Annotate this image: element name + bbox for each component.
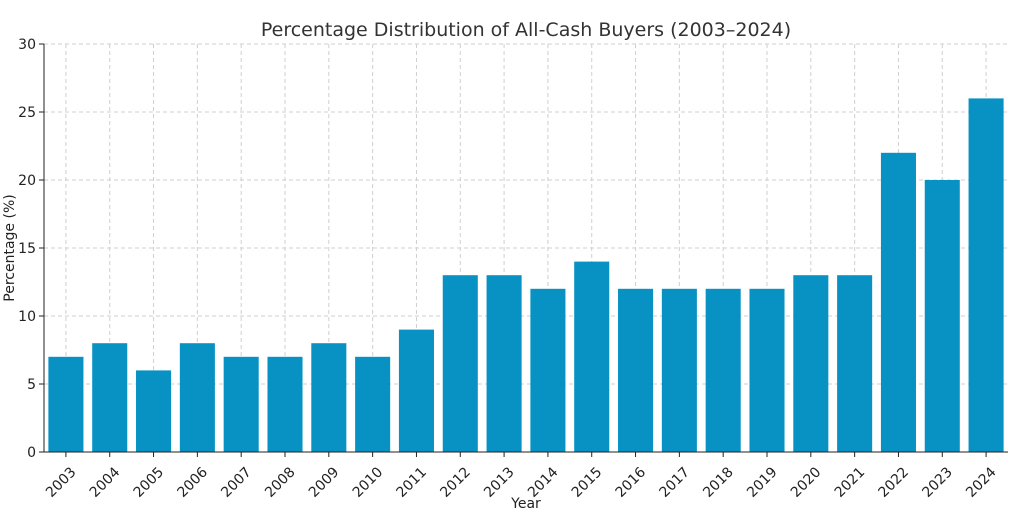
y-tick-label: 20	[18, 173, 36, 189]
x-tick-label: 2023	[919, 464, 956, 501]
bar-2013	[486, 275, 522, 452]
bar-2003	[48, 356, 84, 452]
y-tick-label: 30	[18, 37, 36, 53]
x-tick-label: 2011	[394, 464, 431, 501]
bar-2009	[311, 343, 347, 452]
bar-2021	[837, 275, 873, 452]
x-tick-label: 2010	[350, 464, 387, 501]
x-tick-label: 2021	[832, 464, 869, 501]
bar-2017	[661, 288, 697, 452]
y-tick-label: 0	[27, 445, 36, 461]
bar-2014	[530, 288, 566, 452]
bar-2022	[880, 152, 916, 453]
x-tick-label: 2017	[656, 464, 693, 501]
x-tick-label: 2022	[876, 464, 913, 501]
x-tick-label: 2020	[788, 464, 825, 501]
y-axis-label: Percentage (%)	[2, 194, 18, 301]
x-axis-label: Year	[510, 496, 541, 512]
bars	[48, 98, 1004, 453]
y-ticks: 0 5 10 15 20 25 30	[18, 37, 44, 461]
x-tick-label: 2018	[700, 464, 737, 501]
x-tick-label: 2016	[613, 464, 650, 501]
bar-2012	[442, 275, 478, 452]
x-ticks: 2003 2004 2005 2006 2007 2008 2009 2010 2011 2012…	[43, 452, 1000, 501]
x-tick-label: 2009	[306, 464, 343, 501]
bar-2019	[749, 288, 785, 452]
bar-2018	[705, 288, 741, 452]
bar-2007	[223, 356, 259, 452]
y-tick-label: 10	[18, 309, 36, 325]
x-tick-label: 2012	[437, 464, 474, 501]
bar-2016	[618, 288, 654, 452]
x-tick-label: 2006	[174, 464, 211, 501]
x-tick-label: 2004	[87, 464, 124, 501]
y-tick-label: 5	[27, 377, 36, 393]
x-tick-label: 2008	[262, 464, 299, 501]
x-tick-label: 2019	[744, 464, 781, 501]
y-tick-label: 15	[18, 241, 36, 257]
x-tick-label: 2015	[569, 464, 606, 501]
bar-2015	[574, 261, 610, 452]
y-tick-label: 25	[18, 105, 36, 121]
bar-2011	[398, 329, 434, 452]
x-tick-label: 2005	[131, 464, 168, 501]
bar-2024	[968, 98, 1004, 453]
x-tick-label: 2003	[43, 464, 80, 501]
x-tick-label: 2024	[963, 464, 1000, 501]
bar-2006	[179, 343, 215, 452]
x-tick-label: 2007	[218, 464, 255, 501]
chart-title: Percentage Distribution of All-Cash Buye…	[261, 19, 791, 41]
bar-2020	[793, 275, 829, 452]
bar-2005	[136, 370, 172, 452]
bar-2004	[92, 343, 128, 452]
bar-2008	[267, 356, 303, 452]
bar-2023	[924, 180, 960, 452]
bar-2010	[355, 356, 391, 452]
